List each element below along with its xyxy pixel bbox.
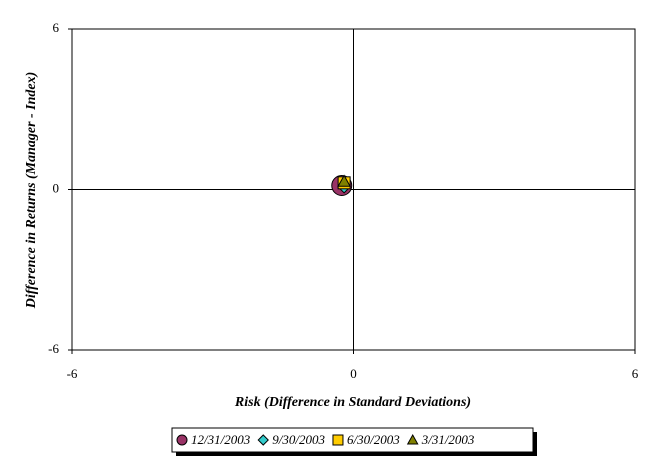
marker-circle: [176, 434, 188, 446]
legend-label: 12/31/2003: [191, 432, 251, 447]
y-tick-label: 0: [53, 180, 60, 195]
legend-label: 3/31/2003: [421, 432, 475, 447]
legend-label: 9/30/2003: [272, 432, 325, 447]
x-axis-title: Risk (Difference in Standard Deviations): [234, 395, 471, 410]
legend: [171, 427, 534, 453]
marker-square: [332, 434, 344, 446]
y-tick-label: -6: [48, 341, 59, 356]
marker-triangle: [337, 174, 351, 187]
marker-triangle: [406, 433, 419, 445]
x-tick-label: 0: [350, 366, 357, 381]
legend-label: 6/30/2003: [347, 432, 400, 447]
y-tick-label: 6: [53, 20, 60, 35]
marker-diamond: [257, 434, 269, 446]
y-axis-title: Difference in Returns (Manager - Index): [24, 72, 39, 310]
x-tick-label: -6: [67, 366, 78, 381]
x-tick-label: 6: [632, 366, 639, 381]
